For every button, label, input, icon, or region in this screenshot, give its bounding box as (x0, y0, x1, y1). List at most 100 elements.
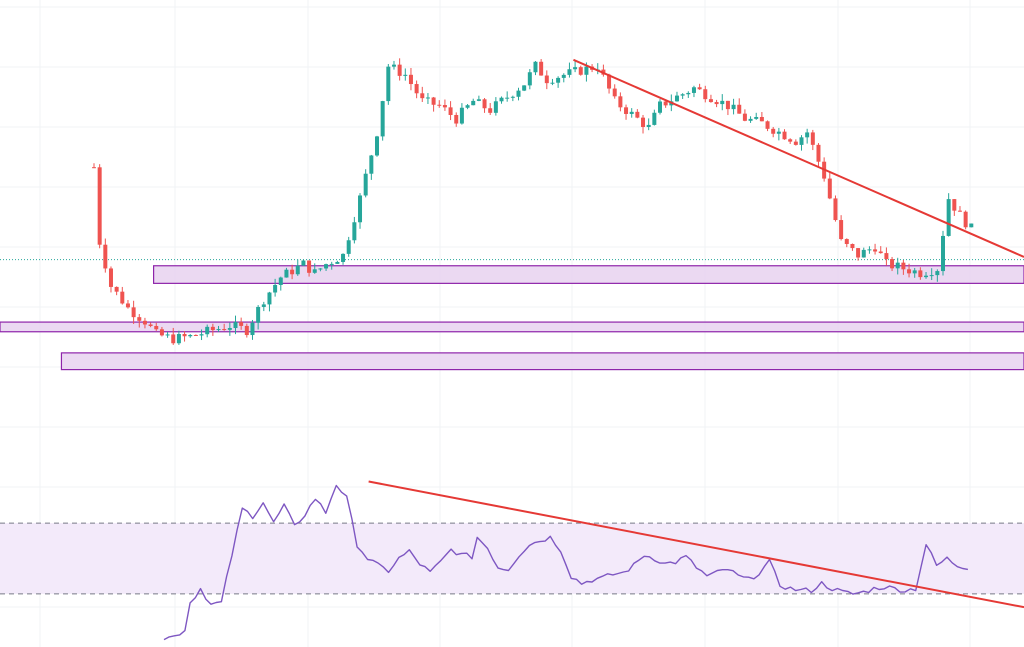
candle-body (414, 84, 419, 94)
candle-body (420, 93, 425, 99)
candle-body (239, 322, 244, 326)
candle-body (918, 270, 923, 278)
candle-body (556, 77, 561, 83)
candle-body (125, 303, 130, 308)
candle-body (544, 75, 549, 84)
candle-body (108, 268, 113, 287)
candle-body (425, 97, 430, 99)
candle-body (358, 195, 363, 223)
candle-body (635, 111, 640, 118)
candle-body (703, 89, 708, 100)
candle-body (205, 326, 210, 335)
candle-body (352, 222, 357, 241)
candle-body (199, 334, 204, 336)
candle-body (697, 87, 702, 90)
candle-body (120, 291, 125, 304)
candle-body (386, 66, 391, 102)
candle-body (278, 277, 283, 285)
candle-body (912, 270, 917, 274)
candle-body (176, 334, 181, 344)
candle-body (307, 260, 312, 273)
candle-body (759, 116, 764, 122)
candle-body (652, 112, 657, 125)
candle-body (856, 248, 861, 258)
candle-body (510, 96, 515, 98)
candle-body (584, 66, 589, 75)
candle-body (522, 85, 527, 91)
candle-body (816, 144, 821, 162)
candle-body (159, 329, 164, 336)
candle-body (375, 136, 379, 156)
candle-body (578, 67, 583, 75)
candle-body (624, 107, 629, 114)
trendline (573, 58, 1024, 258)
candle-body (539, 61, 544, 76)
candle-body (873, 249, 878, 252)
candle-body (154, 325, 159, 330)
candle-body (244, 325, 249, 336)
candle-body (827, 178, 832, 199)
candle-body (550, 82, 555, 84)
candle-body (505, 97, 510, 99)
candle-body (952, 199, 957, 211)
candle-body (641, 117, 646, 127)
candle-body (957, 210, 962, 212)
candles (92, 58, 974, 345)
candle-body (222, 329, 227, 331)
candle-body (810, 132, 815, 145)
candle-body (267, 292, 272, 305)
candle-body (850, 243, 855, 249)
candle-body (380, 101, 385, 137)
support-zone (0, 321, 1024, 333)
candle-body (754, 116, 759, 119)
candle-body (182, 334, 187, 337)
candle-body (256, 306, 261, 323)
candle-body (488, 108, 493, 113)
candle-body (335, 261, 340, 264)
candle-body (171, 334, 176, 344)
candle-body (165, 334, 170, 336)
candle-body (250, 322, 255, 336)
rsi-band-fill (0, 523, 1024, 594)
candle-body (663, 101, 668, 106)
candle-body (97, 167, 102, 245)
candle-body (793, 141, 798, 145)
candle-body (527, 72, 532, 86)
candle-body (941, 235, 945, 272)
candle-body (901, 262, 906, 270)
candle-body (612, 88, 617, 97)
candle-body (788, 139, 793, 142)
candle-body (137, 317, 142, 321)
support-zone (153, 265, 1024, 284)
candle-body (397, 64, 402, 76)
candle-body (567, 69, 572, 75)
candle-body (895, 262, 900, 269)
candle-body (708, 99, 713, 103)
candle-body (771, 128, 776, 134)
candle-body (363, 173, 368, 196)
candle-body (341, 253, 346, 262)
rsi-trendline (368, 480, 1024, 609)
candle-body (725, 100, 730, 110)
candle-body (629, 111, 634, 114)
candle-body (103, 244, 108, 269)
candle-body (454, 114, 459, 124)
candle-body (867, 249, 872, 251)
candle-body (148, 324, 153, 326)
candle-body (403, 74, 408, 76)
candle-body (465, 105, 470, 108)
candle-body (714, 102, 719, 105)
candle-body (805, 132, 810, 138)
candle-body (437, 104, 442, 106)
rsi-series (163, 484, 969, 641)
candle-body (312, 269, 317, 273)
candle-body (408, 74, 413, 85)
candle-body (471, 100, 476, 106)
candle-body (290, 269, 295, 275)
candle-body (499, 97, 504, 102)
candle-body (884, 253, 889, 260)
rsi-trendlines (368, 480, 1024, 609)
candle-body (216, 329, 221, 331)
